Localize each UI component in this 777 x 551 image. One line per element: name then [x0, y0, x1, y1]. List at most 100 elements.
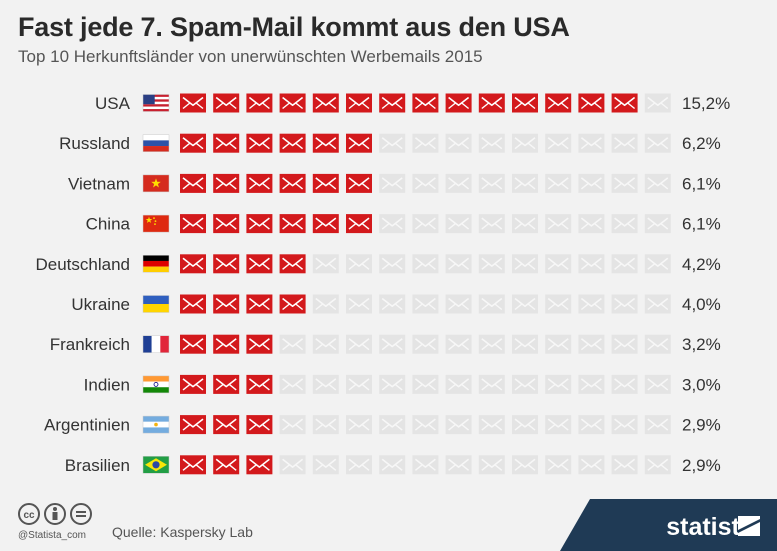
value-label: 4,0% — [682, 295, 721, 314]
envelope-bar — [180, 93, 671, 113]
category-label: Ukraine — [71, 295, 130, 314]
envelope-icon-empty — [312, 334, 339, 354]
envelope-icon-filled — [213, 415, 240, 435]
envelope-icon-filled — [213, 93, 240, 113]
envelope-icon-filled — [180, 214, 206, 234]
category-label: Frankreich — [50, 335, 130, 354]
envelope-icon-empty — [611, 294, 638, 314]
envelope-icon-empty — [379, 214, 406, 234]
envelope-icon-empty — [578, 415, 605, 435]
envelope-icon-filled — [180, 334, 206, 354]
envelope-icon-empty — [512, 254, 538, 274]
category-label: Indien — [84, 375, 130, 394]
chart-row: Vietnam 6,1% — [68, 173, 721, 193]
envelope-icon-empty — [412, 214, 439, 234]
envelope-icon-empty — [545, 173, 572, 193]
value-label: 15,2% — [682, 94, 730, 113]
envelope-bar — [180, 415, 671, 435]
envelope-icon-filled — [478, 93, 505, 113]
envelope-icon-empty — [545, 133, 572, 153]
envelope-icon-empty — [379, 133, 406, 153]
svg-text:cc: cc — [23, 510, 35, 521]
envelope-icon-empty — [545, 415, 572, 435]
envelope-icon-empty — [644, 214, 671, 234]
envelope-icon-filled — [445, 93, 472, 113]
value-label: 3,0% — [682, 375, 721, 394]
envelope-icon-empty — [279, 374, 306, 394]
envelope-icon-empty — [611, 214, 638, 234]
argentina-flag — [142, 415, 170, 434]
envelope-icon-empty — [578, 133, 605, 153]
envelope-icon-empty — [512, 294, 538, 314]
envelope-icon-filled — [246, 374, 273, 394]
envelope-icon-filled — [246, 93, 273, 113]
envelope-icon-empty — [611, 334, 638, 354]
category-label: Brasilien — [65, 456, 130, 475]
envelope-icon-filled — [246, 133, 273, 153]
envelope-icon-empty — [611, 133, 638, 153]
envelope-icon-empty — [578, 294, 605, 314]
envelope-icon-filled — [213, 334, 240, 354]
envelope-icon-empty — [578, 214, 605, 234]
envelope-icon-filled — [346, 214, 372, 234]
envelope-bar — [180, 455, 671, 475]
envelope-icon-empty — [312, 455, 339, 475]
envelope-icon-filled — [246, 173, 273, 193]
envelope-icon-filled — [279, 294, 306, 314]
envelope-icon-empty — [445, 254, 472, 274]
value-label: 3,2% — [682, 335, 721, 354]
envelope-icon-filled — [180, 173, 206, 193]
envelope-icon-empty — [545, 254, 572, 274]
attribution-icon — [44, 503, 66, 525]
envelope-icon-empty — [644, 455, 671, 475]
india-flag — [142, 375, 170, 394]
brazil-flag — [142, 456, 170, 474]
envelope-icon-empty — [379, 173, 406, 193]
envelope-bar — [180, 294, 671, 314]
envelope-icon-empty — [611, 173, 638, 193]
envelope-icon-filled — [246, 455, 273, 475]
envelope-icon-empty — [545, 334, 572, 354]
envelope-icon-empty — [578, 374, 605, 394]
envelope-icon-empty — [445, 294, 472, 314]
envelope-icon-filled — [246, 294, 273, 314]
envelope-bar — [180, 133, 671, 153]
chart-row: Russland 6,2% — [59, 133, 721, 153]
envelope-icon-filled — [213, 455, 240, 475]
statista-handle[interactable]: @Statista_com — [18, 530, 86, 541]
envelope-icon-empty — [644, 374, 671, 394]
envelope-icon-empty — [478, 133, 505, 153]
envelope-icon-empty — [611, 254, 638, 274]
envelope-icon-empty — [545, 294, 572, 314]
chart-row: Ukraine 4,0% — [71, 294, 721, 314]
envelope-icon-filled — [346, 173, 372, 193]
envelope-icon-empty — [412, 415, 439, 435]
envelope-icon-empty — [644, 415, 671, 435]
envelope-icon-empty — [611, 374, 638, 394]
envelope-icon-filled — [279, 93, 306, 113]
envelope-icon-empty — [512, 133, 538, 153]
envelope-icon-empty — [578, 173, 605, 193]
envelope-icon-empty — [545, 214, 572, 234]
chart-row: Brasilien 2,9% — [65, 455, 721, 475]
category-label: Russland — [59, 134, 130, 153]
envelope-icon-filled — [213, 173, 240, 193]
envelope-icon-filled — [279, 214, 306, 234]
envelope-icon-empty — [512, 374, 538, 394]
envelope-icon-empty — [578, 455, 605, 475]
envelope-icon-empty — [478, 334, 505, 354]
envelope-icon-empty — [445, 374, 472, 394]
envelope-icon-empty — [445, 133, 472, 153]
envelope-icon-filled — [246, 334, 273, 354]
envelope-icon-empty — [346, 415, 372, 435]
brand-mark-icon — [738, 516, 760, 536]
envelope-icon-filled — [213, 133, 240, 153]
envelope-icon-empty — [644, 133, 671, 153]
envelope-icon-filled — [512, 93, 538, 113]
envelope-icon-filled — [213, 214, 240, 234]
envelope-icon-filled — [180, 93, 206, 113]
envelope-icon-filled — [312, 214, 339, 234]
france-flag — [142, 335, 170, 353]
envelope-icon-empty — [412, 254, 439, 274]
envelope-icon-filled — [279, 133, 306, 153]
